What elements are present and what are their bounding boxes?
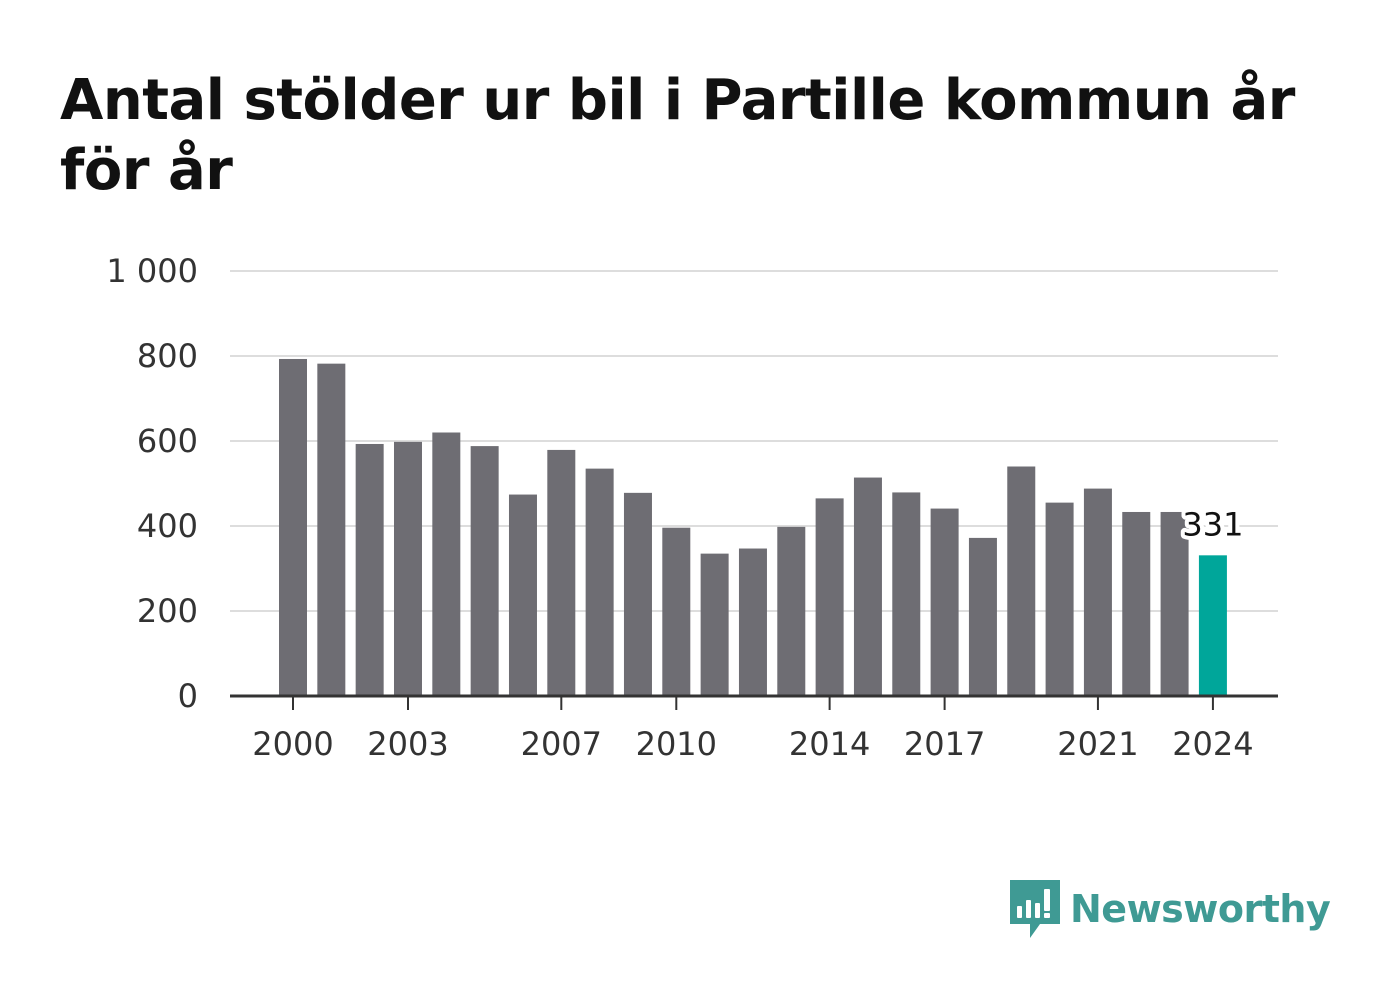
labels: 0 200 400 600 800 1 000 2000 2003 2007 2010 2014 20… bbox=[106, 252, 1253, 763]
x-tick-label: 2007 bbox=[521, 725, 602, 763]
chart-title: Antal stölder ur bil i Partille kommun å… bbox=[60, 68, 1295, 203]
bar-2013 bbox=[777, 526, 806, 696]
bar-2012 bbox=[738, 548, 767, 696]
bars bbox=[279, 358, 1227, 696]
x-tick-label: 2003 bbox=[367, 725, 448, 763]
bar-2017 bbox=[930, 508, 959, 696]
x-tick-label: 2010 bbox=[636, 725, 717, 763]
bar-2019 bbox=[1007, 466, 1036, 696]
y-tick-label: 800 bbox=[137, 337, 198, 375]
y-tick-label: 0 bbox=[178, 677, 198, 715]
y-tick-label: 600 bbox=[137, 422, 198, 460]
bar-2002 bbox=[355, 443, 384, 696]
brand-name: Newsworthy bbox=[1070, 887, 1331, 931]
bar-2015 bbox=[853, 477, 882, 696]
bar-2001 bbox=[317, 363, 346, 696]
x-tick-label: 2014 bbox=[789, 725, 870, 763]
data-label-2024: 331 bbox=[1182, 505, 1243, 543]
y-tick-label: 1 000 bbox=[106, 252, 198, 290]
bar-2006 bbox=[508, 494, 537, 696]
bar-2000 bbox=[279, 358, 307, 696]
bar-2020 bbox=[1045, 502, 1074, 696]
x-tick-label: 2000 bbox=[252, 725, 333, 763]
y-tick-label: 400 bbox=[137, 507, 198, 545]
bar-2024 bbox=[1198, 555, 1227, 696]
axes bbox=[230, 694, 1278, 710]
bar-chart: 0 200 400 600 800 1 000 2000 2003 2007 2010 2014 20… bbox=[106, 252, 1278, 763]
bar-2021 bbox=[1083, 488, 1112, 696]
newsworthy-logo: Newsworthy bbox=[1010, 878, 1331, 940]
bar-2018 bbox=[968, 537, 997, 696]
bar-2005 bbox=[470, 446, 499, 696]
bar-2003 bbox=[393, 441, 422, 696]
x-tick-label: 2017 bbox=[904, 725, 985, 763]
bar-2009 bbox=[623, 492, 652, 696]
bar-2016 bbox=[892, 492, 921, 696]
bar-2008 bbox=[585, 468, 614, 696]
bar-2007 bbox=[547, 449, 576, 696]
x-tick-label: 2021 bbox=[1057, 725, 1138, 763]
bar-2010 bbox=[662, 527, 691, 696]
data-label-halo: 331 bbox=[1182, 505, 1243, 543]
bar-2023 bbox=[1160, 511, 1189, 696]
y-tick-label: 200 bbox=[137, 592, 198, 630]
bar-2004 bbox=[432, 432, 461, 696]
bar-2022 bbox=[1122, 511, 1151, 696]
bar-2011 bbox=[700, 553, 729, 696]
x-tick-label: 2024 bbox=[1172, 725, 1253, 763]
bar-2014 bbox=[815, 498, 844, 696]
newsworthy-logo-icon bbox=[1010, 880, 1060, 938]
